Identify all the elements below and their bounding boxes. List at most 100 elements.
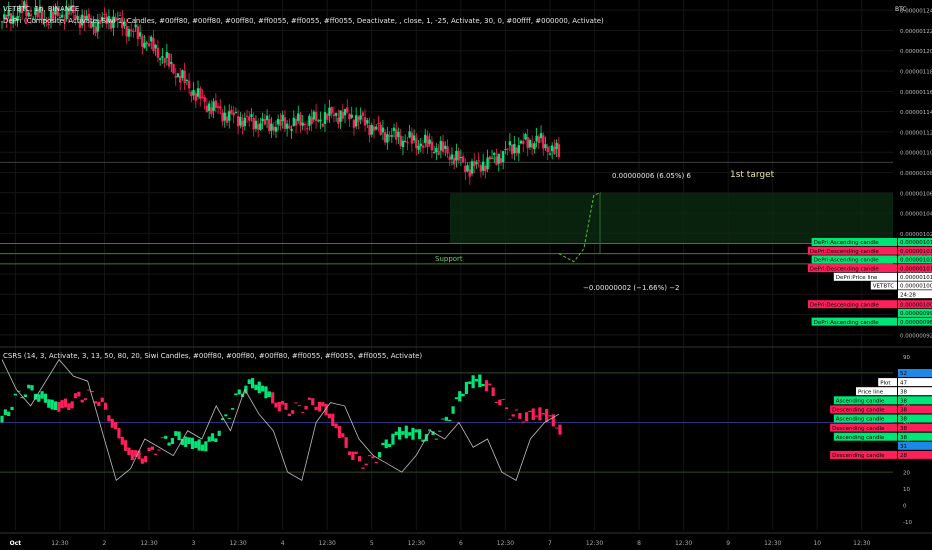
indicator-bar — [73, 393, 78, 399]
candle — [508, 141, 512, 146]
indicator-bar — [230, 408, 235, 410]
value-label-bg — [898, 396, 932, 405]
candle — [501, 151, 505, 163]
candle — [25, 3, 28, 17]
indicator-bar — [521, 421, 525, 423]
indicator-bar — [184, 436, 188, 447]
value-label: 38 — [900, 426, 907, 432]
candle — [161, 56, 164, 58]
candle — [484, 165, 487, 172]
value-label-bg — [898, 272, 932, 281]
candle — [203, 97, 206, 102]
indicator-bar — [531, 408, 535, 420]
x-tick-label: 7 — [548, 540, 552, 547]
candle — [143, 42, 146, 48]
indicator-title[interactable]: DePri (Composite, Activate, Siwi 1, Cand… — [3, 17, 604, 25]
indicator-bar — [120, 436, 124, 445]
side-label-bg — [870, 281, 897, 290]
indicator-bar — [421, 439, 425, 442]
candle — [107, 16, 111, 23]
candle — [216, 106, 220, 108]
candle — [448, 156, 451, 160]
candle — [156, 47, 160, 58]
candle — [207, 103, 211, 111]
indicator-line — [1, 358, 560, 482]
candle — [201, 96, 204, 98]
candle — [526, 136, 529, 149]
indicator-bar — [334, 423, 338, 429]
candle — [236, 116, 240, 127]
side-label: DePri:Descending candle — [810, 266, 880, 272]
indicator-bar — [3, 409, 7, 415]
value-label: 28 — [900, 453, 907, 459]
value-label: 52 — [900, 371, 907, 377]
indicator-bar — [83, 398, 88, 401]
indicator-bar — [234, 393, 238, 396]
candle — [34, 7, 37, 15]
candle — [116, 18, 120, 20]
candle — [232, 112, 235, 116]
value-label-bg — [898, 441, 932, 450]
candle — [528, 139, 532, 148]
candle — [228, 111, 231, 121]
indicator-bar — [347, 451, 352, 455]
candle — [43, 19, 46, 21]
symbol-title[interactable]: VETBTC, 1h, BINANCE — [3, 5, 80, 13]
indicator-bar — [224, 414, 228, 417]
y-tick-label: 0.00000104 — [900, 212, 932, 218]
indicator-bar — [498, 399, 502, 405]
candle — [493, 153, 496, 155]
indicator-bar — [0, 415, 4, 423]
candle — [14, 17, 17, 20]
x-tick-label: 12:30 — [764, 540, 781, 547]
indicator-bar — [394, 431, 398, 436]
candle — [268, 118, 271, 132]
indicator-bar — [50, 399, 54, 410]
indicator-bar — [317, 401, 322, 412]
candle — [386, 134, 389, 143]
indicator-bar — [414, 429, 418, 433]
indicator-bar — [10, 406, 14, 410]
indicator-bar — [40, 391, 44, 399]
indicator-bar — [254, 384, 258, 391]
candle — [383, 132, 387, 143]
indicator-bar — [504, 407, 509, 410]
candle — [323, 112, 327, 124]
x-tick-label: 12:30 — [140, 540, 157, 547]
candle — [103, 13, 106, 15]
candle — [181, 70, 184, 78]
candle — [430, 141, 434, 151]
candle — [546, 146, 549, 153]
indicator-bar — [464, 381, 469, 395]
candle — [343, 109, 347, 116]
value-label: 0.00000100 — [900, 302, 932, 308]
indicator-side-labels: 52 Plot 47 Price line 38 Ascending candle 38 De… — [830, 369, 932, 459]
indicator-bar — [541, 413, 545, 415]
side-label-bg — [830, 405, 897, 414]
indicator-bar — [67, 403, 71, 411]
candle — [321, 123, 324, 127]
candle — [288, 125, 291, 129]
value-label: 0.00000101 — [900, 249, 932, 255]
indicator-bar — [514, 409, 519, 411]
value-label: 0.00000100 — [900, 284, 932, 290]
subpanel-title[interactable]: CSRS (14, 3, Activate, 3, 13, 50, 80, 20… — [3, 352, 423, 360]
value-label: 38 — [900, 389, 907, 395]
candle — [45, 20, 48, 22]
indicator-bar — [294, 402, 298, 404]
candle — [455, 150, 458, 161]
candle — [481, 161, 485, 171]
candle — [537, 136, 541, 144]
side-label: DePri:Price line — [836, 275, 878, 281]
indicator-bar — [461, 393, 465, 397]
candle — [252, 117, 255, 130]
indicator-bar — [210, 433, 215, 442]
target-label: 1st target — [730, 170, 775, 180]
candle — [292, 117, 296, 126]
value-label-bg — [898, 290, 932, 299]
candle — [199, 88, 202, 99]
indicator-bar — [43, 393, 48, 403]
indicator-bar — [314, 406, 318, 411]
candle — [112, 16, 115, 28]
